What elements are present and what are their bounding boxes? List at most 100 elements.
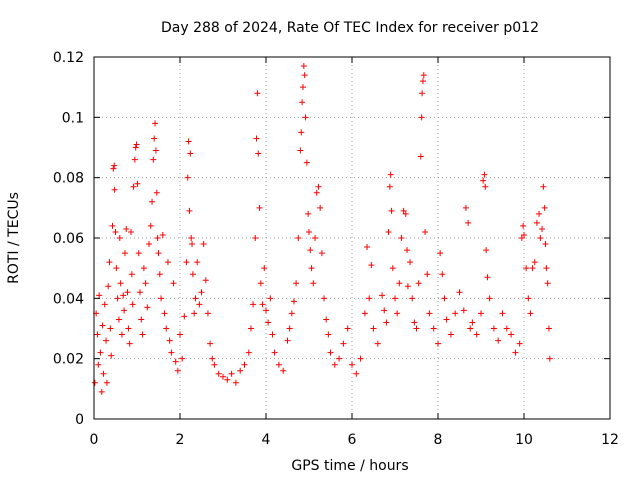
data-point [539, 225, 546, 232]
data-point [170, 280, 177, 287]
data-point [299, 84, 306, 91]
data-point [295, 235, 302, 241]
data-point [302, 114, 309, 121]
data-point [149, 198, 156, 205]
data-point [150, 156, 157, 163]
data-points [91, 63, 553, 395]
data-point [146, 241, 153, 248]
data-point [542, 241, 549, 248]
data-point [424, 271, 431, 278]
data-point [215, 370, 222, 377]
data-point [518, 235, 525, 241]
data-point [192, 295, 199, 302]
data-point [161, 310, 168, 317]
data-point [308, 265, 315, 272]
data-point [404, 283, 411, 290]
data-point [134, 180, 141, 187]
x-tick-label: 6 [348, 432, 357, 448]
data-point [512, 349, 519, 356]
data-point [310, 280, 317, 287]
data-point [381, 307, 388, 314]
data-point [540, 183, 547, 190]
data-point [135, 250, 142, 257]
data-point [447, 331, 454, 338]
data-point [115, 316, 122, 323]
data-point [465, 219, 472, 226]
x-tick-label: 2 [176, 432, 185, 448]
data-point [128, 271, 135, 278]
data-point [426, 310, 433, 317]
data-point [172, 358, 179, 365]
data-point [100, 370, 107, 377]
data-point [481, 171, 488, 178]
data-point [228, 370, 235, 377]
data-point [99, 322, 106, 329]
data-point [194, 259, 201, 266]
data-point [185, 138, 192, 145]
data-point [520, 222, 527, 229]
data-point [202, 277, 209, 284]
data-point [142, 280, 149, 287]
data-point [224, 376, 231, 383]
data-point [164, 259, 171, 266]
data-point [387, 171, 394, 178]
data-point [374, 340, 381, 347]
data-point [388, 207, 395, 214]
data-point [370, 325, 377, 332]
data-point [402, 210, 409, 217]
data-point [288, 310, 295, 317]
data-point [546, 355, 553, 362]
data-point [298, 129, 305, 136]
data-point [544, 280, 551, 287]
data-point [132, 144, 139, 151]
data-point [144, 304, 151, 311]
axis-ticks [93, 56, 611, 420]
data-point [127, 228, 134, 235]
data-point [163, 325, 170, 332]
data-point [537, 235, 544, 241]
data-point [293, 280, 300, 287]
data-point [116, 235, 123, 241]
data-point [407, 259, 414, 266]
data-point [95, 361, 102, 368]
data-point [108, 352, 115, 359]
data-point [109, 222, 116, 229]
data-point [523, 265, 530, 272]
data-point [400, 207, 407, 214]
data-point [379, 292, 386, 299]
data-point [107, 325, 114, 332]
data-point [200, 241, 207, 248]
data-point [207, 340, 214, 347]
data-point [483, 247, 490, 254]
data-point [430, 325, 437, 332]
data-point [121, 250, 128, 257]
data-point [245, 349, 252, 356]
data-point [456, 289, 463, 296]
y-tick-label: 0.04 [53, 291, 84, 307]
data-point [529, 265, 536, 272]
data-point [241, 361, 248, 368]
data-point [209, 355, 216, 362]
data-point [349, 361, 355, 368]
data-point [113, 265, 120, 272]
data-point [364, 244, 371, 251]
data-point [98, 388, 105, 395]
data-point [439, 271, 446, 278]
x-tick-label: 10 [515, 432, 533, 448]
data-point [473, 331, 480, 338]
data-point [106, 259, 113, 266]
data-point [139, 331, 146, 338]
data-point [181, 313, 188, 320]
data-point [418, 114, 425, 121]
data-point [211, 361, 218, 368]
data-point [317, 204, 324, 211]
chart-title: Day 288 of 2024, Rate Of TEC Index for r… [161, 20, 539, 36]
data-point [361, 310, 368, 317]
data-point [336, 355, 343, 362]
data-point [118, 331, 125, 338]
data-point [441, 295, 448, 302]
data-point [315, 183, 322, 190]
data-point [541, 204, 548, 211]
data-point [91, 379, 98, 386]
data-point [177, 331, 183, 338]
